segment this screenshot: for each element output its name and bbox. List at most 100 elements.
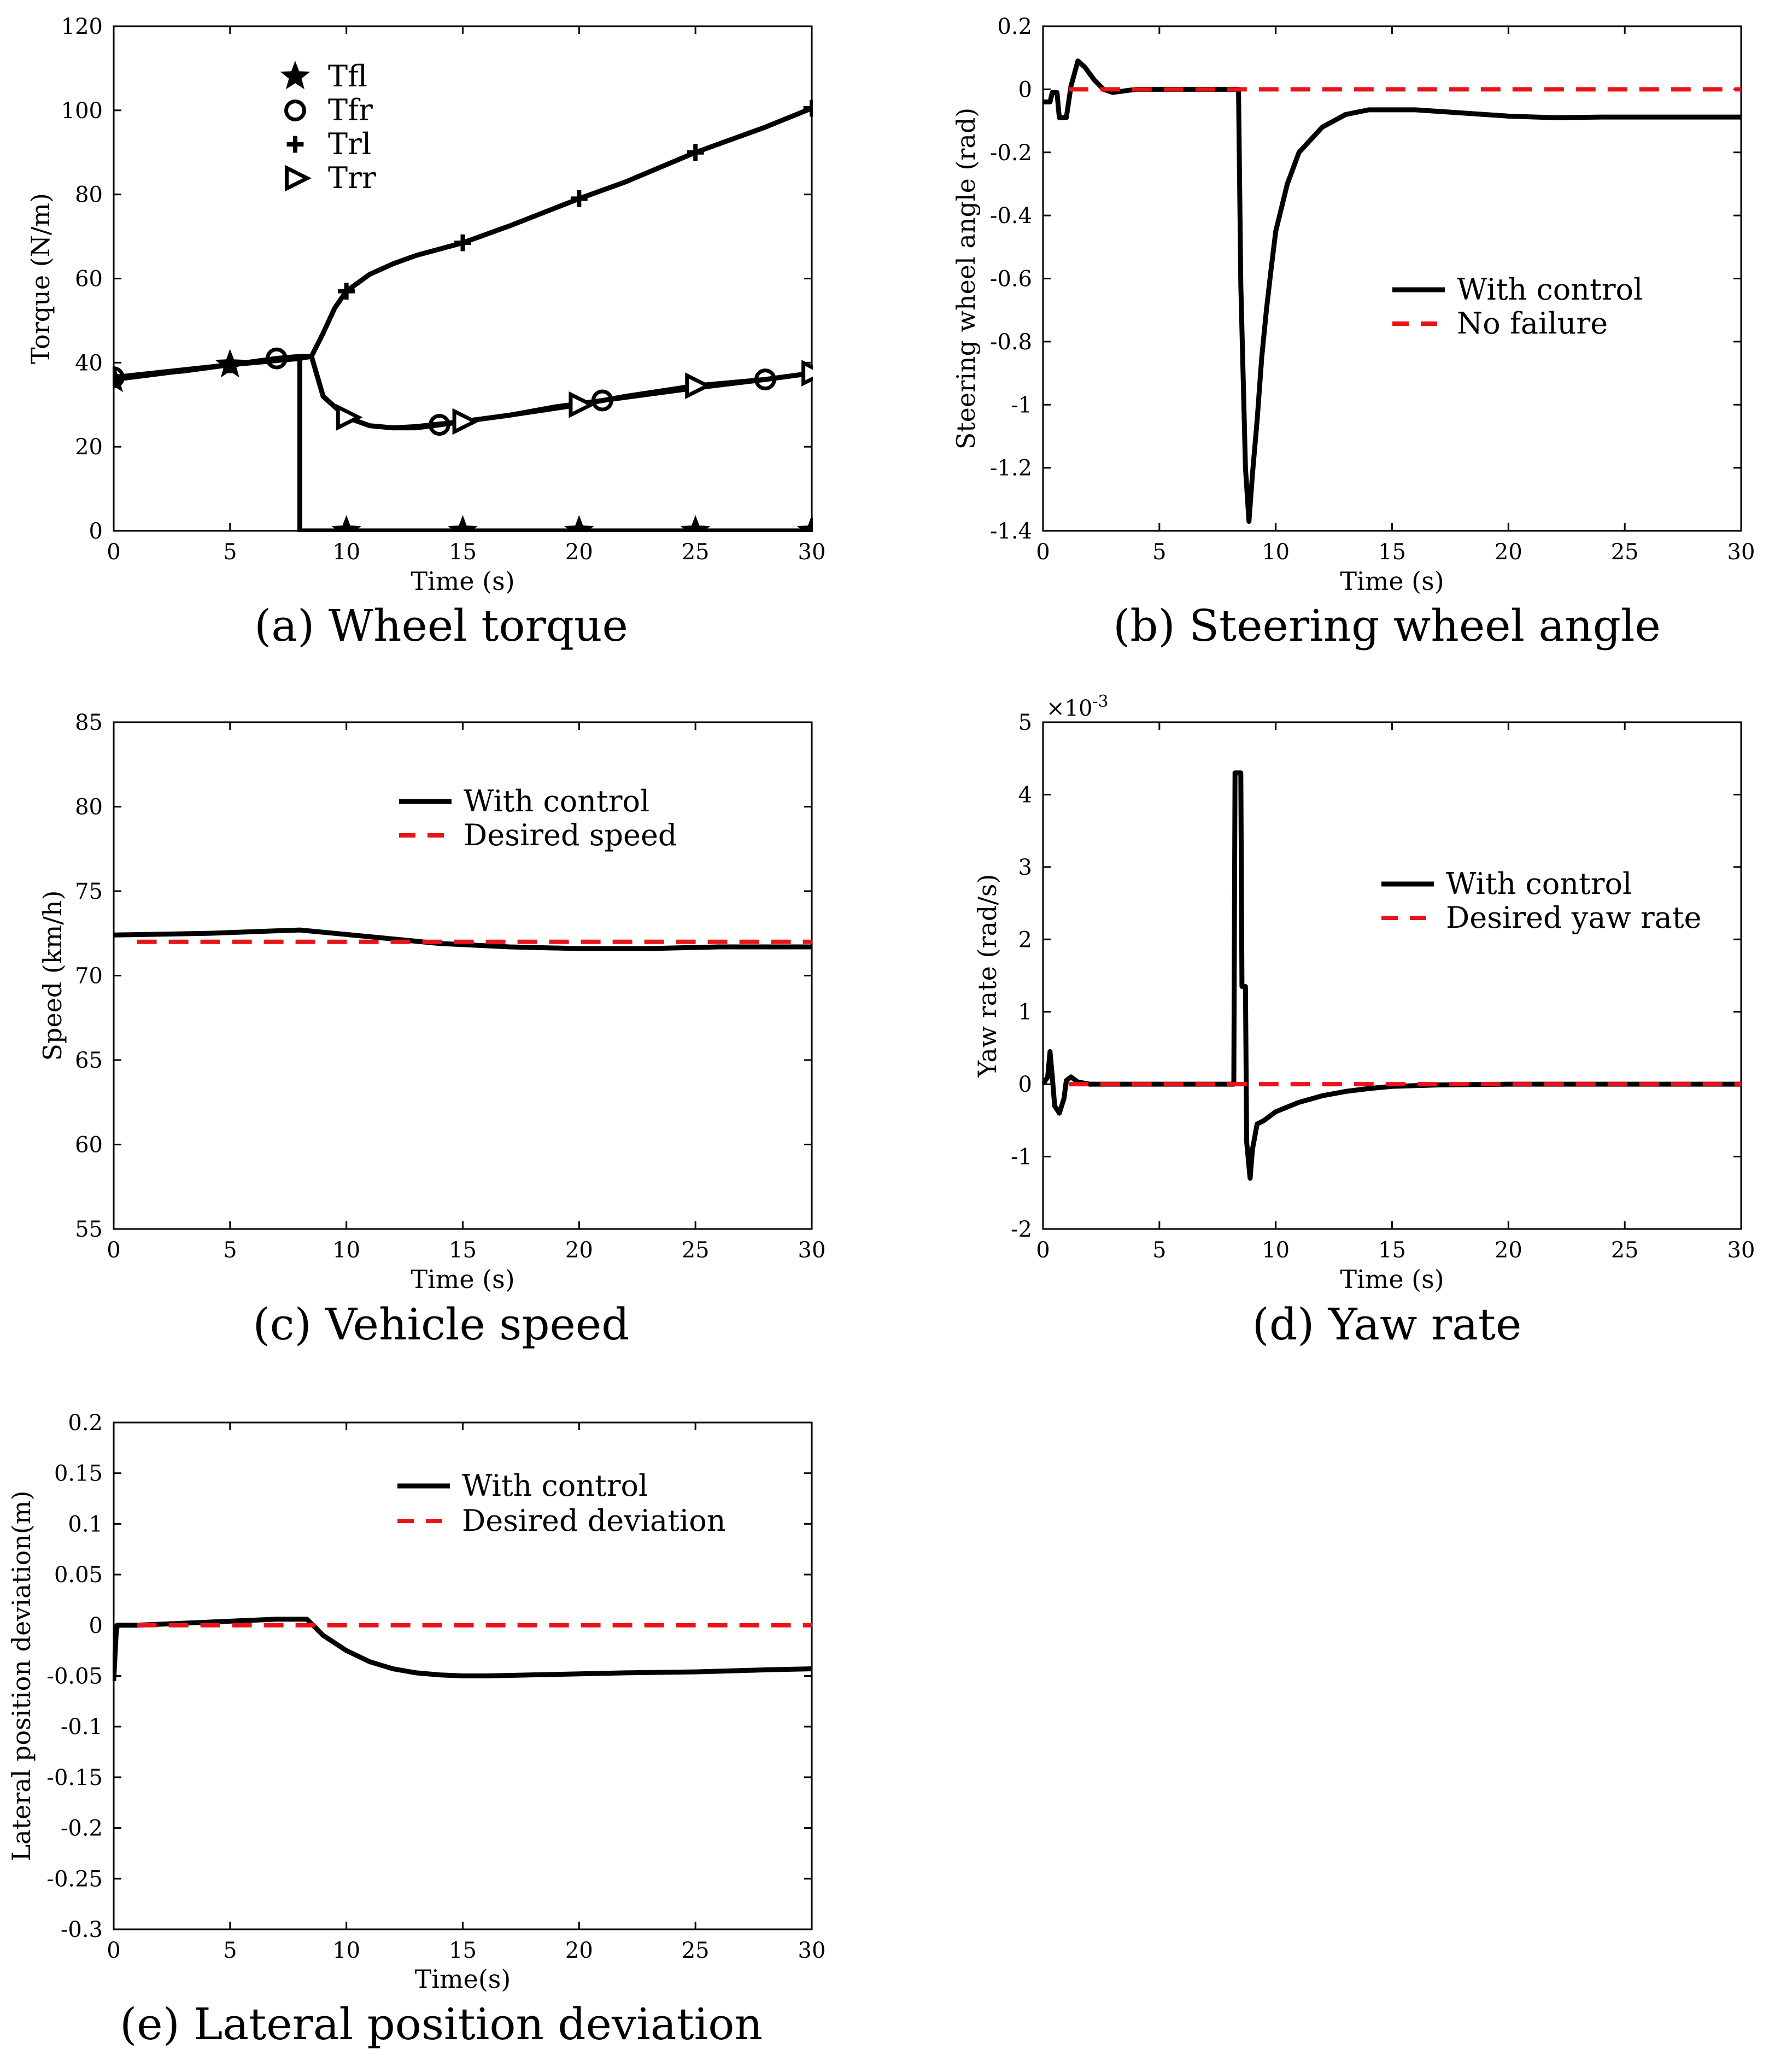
- y-axis-label: Steering wheel angle (rad): [951, 108, 981, 449]
- legend-marker: [280, 61, 311, 90]
- axis-scale-label: ×10-3: [1046, 692, 1109, 721]
- legend-label: With control: [462, 1468, 648, 1503]
- x-tick-label: 0: [107, 540, 120, 565]
- x-tick-label: 5: [1152, 540, 1166, 565]
- series-marker: [685, 372, 712, 400]
- y-tick-label: -0.05: [46, 1664, 103, 1689]
- x-tick-label: 0: [107, 1238, 120, 1263]
- legend-label: No failure: [1457, 306, 1608, 341]
- y-axis-label: Speed (km/h): [38, 891, 67, 1061]
- series-marker: [336, 403, 363, 431]
- x-tick-label: 30: [1727, 1238, 1755, 1263]
- y-axis-label: Yaw rate (rad/s): [973, 874, 1002, 1078]
- legend-label: With control: [464, 784, 649, 818]
- series-marker: [569, 391, 596, 418]
- panel-caption: (e) Lateral position deviation: [120, 1999, 763, 2050]
- legend-label: Desired speed: [464, 818, 677, 852]
- y-tick-label: 0: [89, 1613, 103, 1638]
- y-tick-label: -0.8: [990, 330, 1032, 355]
- y-tick-label: 80: [75, 183, 103, 208]
- x-tick-label: 30: [798, 1238, 826, 1263]
- series-line-0: [113, 1617, 812, 1682]
- y-tick-label: 5: [1018, 710, 1032, 735]
- y-tick-label: -1.4: [990, 519, 1032, 544]
- chart-panel-b: 0 5 10 15 20 25 30 -1.4 -1.2 -1 -0.8 -0.6 -0.4 -0.2 0 0…: [951, 14, 1755, 651]
- y-tick-label: 65: [75, 1048, 103, 1073]
- x-tick-label: 30: [798, 540, 826, 565]
- y-tick-label: -1.2: [990, 456, 1032, 481]
- legend-marker: [286, 136, 304, 153]
- legend-label: Trr: [328, 161, 376, 195]
- y-tick-label: -0.3: [61, 1917, 103, 1942]
- x-tick-label: 10: [1262, 1238, 1290, 1263]
- x-tick-label: 20: [565, 1938, 593, 1963]
- series-marker: [452, 408, 479, 435]
- series-marker: [331, 515, 362, 532]
- x-axis-label: Time(s): [415, 1964, 511, 1994]
- series-marker: [448, 515, 478, 532]
- x-tick-label: 30: [1727, 540, 1755, 565]
- x-tick-label: 25: [682, 540, 710, 565]
- x-tick-label: 0: [1036, 540, 1050, 565]
- series-marker: [801, 360, 813, 387]
- y-tick-label: -0.6: [990, 267, 1032, 292]
- chart-panel-c: 0 5 10 15 20 25 30 55 60 65 70 75 80 85 Time (s) Speed …: [38, 710, 825, 1350]
- x-tick-label: 25: [1611, 1238, 1639, 1263]
- y-tick-label: -0.25: [46, 1866, 103, 1892]
- x-tick-label: 20: [1495, 1238, 1522, 1263]
- x-tick-label: 10: [1262, 540, 1290, 565]
- series-marker: [803, 99, 813, 117]
- series-marker: [570, 190, 588, 207]
- x-tick-label: 25: [1611, 540, 1639, 565]
- y-tick-label: 20: [75, 435, 103, 460]
- series-marker: [338, 283, 355, 300]
- series-marker: [454, 234, 471, 251]
- series-marker: [796, 515, 813, 532]
- legend-marker: [285, 165, 312, 192]
- x-tick-label: 15: [1378, 1238, 1406, 1263]
- series-group: [113, 99, 813, 532]
- x-tick-label: 30: [798, 1938, 826, 1963]
- series-group: [113, 927, 812, 951]
- legend-label: Trl: [328, 127, 371, 161]
- legend-label: With control: [1457, 272, 1643, 307]
- x-axis-label: Time (s): [411, 566, 514, 596]
- y-tick-label: 0: [89, 519, 103, 544]
- y-tick-label: -2: [1011, 1217, 1032, 1242]
- x-tick-label: 25: [682, 1238, 710, 1263]
- series-line-0: [1042, 770, 1741, 1181]
- x-axis-label: Time (s): [411, 1265, 514, 1294]
- x-axis-label: Time (s): [1340, 1265, 1444, 1294]
- y-tick-label: 0: [1018, 77, 1032, 102]
- x-tick-label: 5: [1152, 1238, 1166, 1263]
- panel-caption: (a) Wheel torque: [254, 600, 628, 651]
- y-tick-label: -0.4: [990, 203, 1032, 229]
- y-tick-label: 0.2: [997, 14, 1032, 39]
- series-group: [1042, 770, 1741, 1181]
- y-tick-label: 0.15: [54, 1461, 103, 1486]
- series-group: [1043, 58, 1741, 524]
- legend-marker: [284, 99, 306, 121]
- y-tick-label: 3: [1018, 855, 1032, 880]
- y-tick-label: -0.1: [61, 1714, 103, 1740]
- legend-label: Desired deviation: [462, 1503, 726, 1538]
- y-axis-label: Lateral position deviation(m): [7, 1491, 36, 1862]
- x-tick-label: 5: [223, 1238, 237, 1263]
- x-tick-label: 20: [1495, 540, 1522, 565]
- x-tick-label: 15: [449, 540, 477, 565]
- x-axis-label: Time (s): [1340, 566, 1444, 596]
- y-tick-label: -0.15: [46, 1765, 103, 1790]
- y-tick-label: 120: [61, 14, 103, 39]
- y-tick-label: 60: [75, 1133, 103, 1158]
- x-tick-label: 10: [332, 540, 360, 565]
- y-tick-label: 60: [75, 267, 103, 292]
- series-marker: [680, 515, 711, 532]
- panel-caption: (d) Yaw rate: [1252, 1299, 1522, 1350]
- x-tick-label: 20: [565, 540, 593, 565]
- series-marker: [564, 515, 594, 532]
